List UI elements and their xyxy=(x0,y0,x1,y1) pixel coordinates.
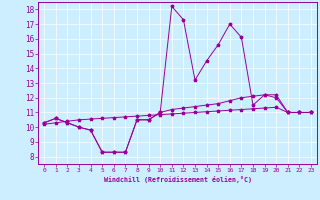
X-axis label: Windchill (Refroidissement éolien,°C): Windchill (Refroidissement éolien,°C) xyxy=(104,176,252,183)
